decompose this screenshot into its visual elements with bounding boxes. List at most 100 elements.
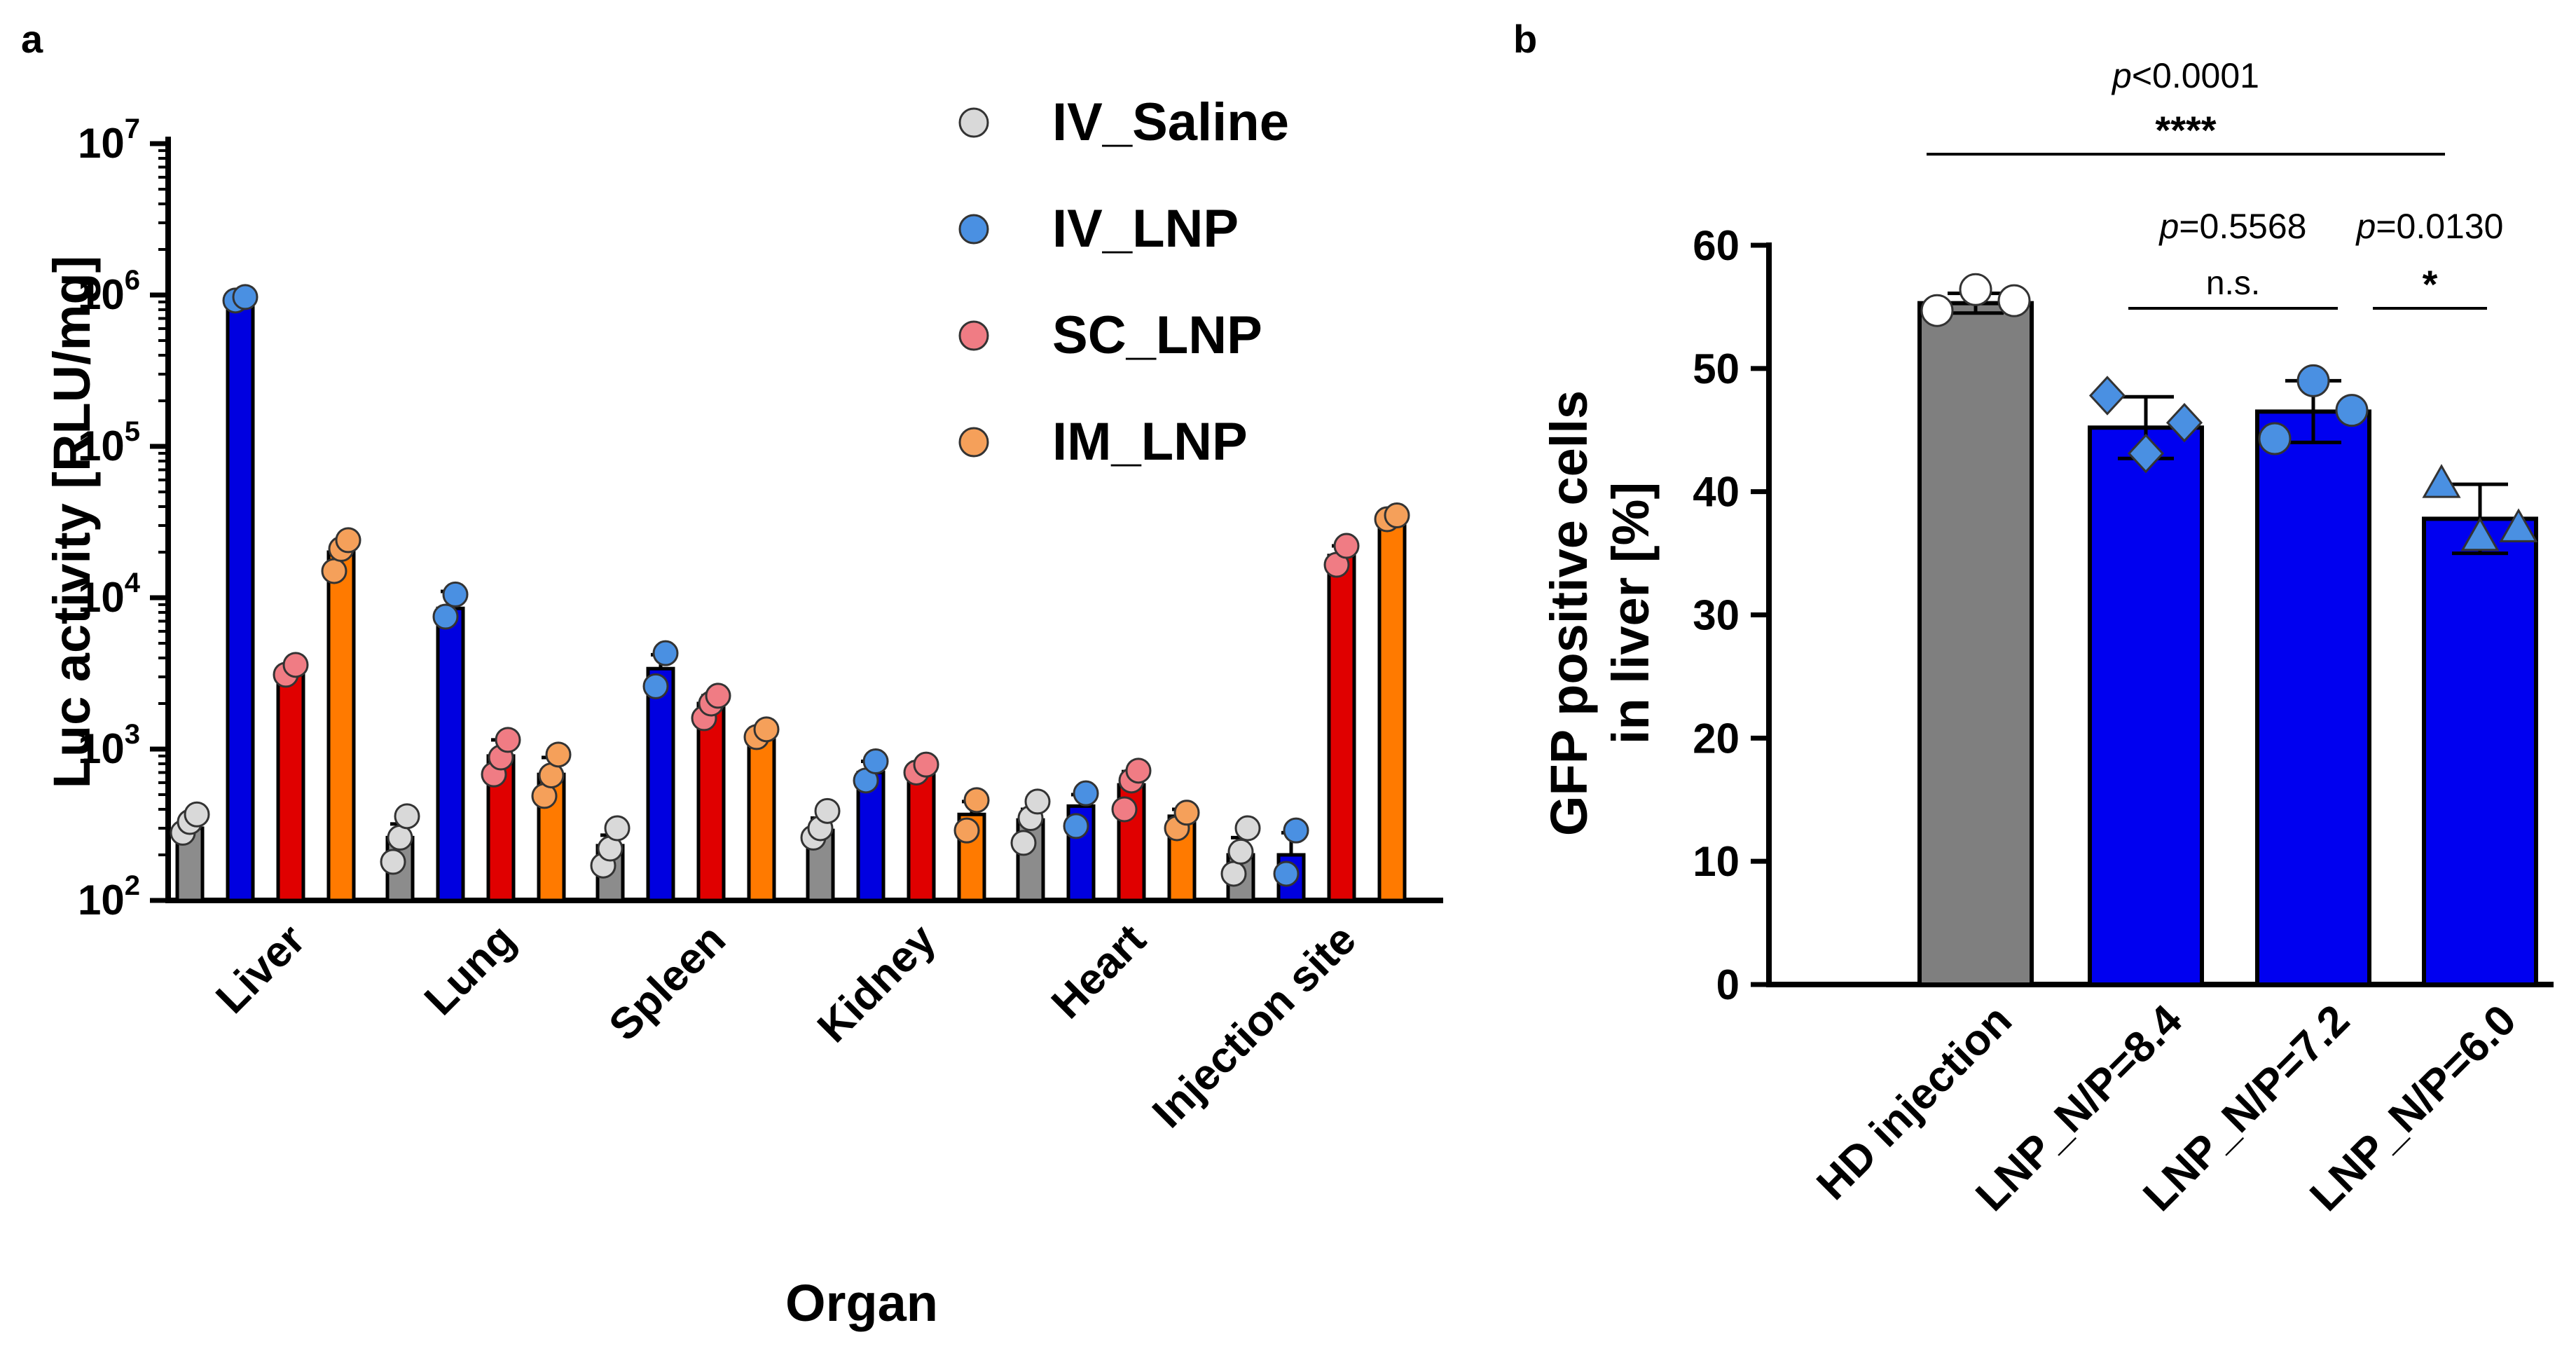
bar-HD injection bbox=[1917, 301, 2034, 987]
y-tick-exponent: 4 bbox=[125, 568, 141, 598]
y-tick-base: 10 bbox=[78, 877, 125, 924]
data-point bbox=[335, 527, 361, 554]
bar-IV_LNP-Kidney bbox=[856, 770, 886, 903]
data-point bbox=[394, 803, 420, 830]
bar-SC_LNP-Injection site bbox=[1327, 554, 1356, 903]
data-point bbox=[380, 849, 406, 875]
y-tick-label: 50 bbox=[1693, 345, 1740, 392]
y-tick-base: 10 bbox=[78, 120, 125, 167]
data-point bbox=[1073, 780, 1099, 807]
p-value: =0.0130 bbox=[2376, 207, 2503, 246]
data-point bbox=[1997, 284, 2031, 317]
data-point bbox=[862, 748, 889, 774]
x-tick-label: Heart bbox=[1042, 915, 1155, 1028]
significance-label: * bbox=[2423, 262, 2438, 306]
data-point bbox=[1024, 788, 1051, 815]
data-point bbox=[1220, 860, 1247, 887]
data-point bbox=[913, 751, 939, 778]
bar-SC_LNP-Spleen bbox=[696, 701, 726, 903]
p-value-label: p=0.5568 bbox=[2158, 207, 2307, 246]
data-point bbox=[814, 797, 841, 824]
data-point bbox=[2165, 402, 2203, 443]
p-value-label: p<0.0001 bbox=[2111, 56, 2259, 95]
bar-SC_LNP-Kidney bbox=[907, 765, 936, 903]
data-point bbox=[1273, 860, 1300, 887]
significance-label: **** bbox=[2155, 108, 2216, 152]
data-point bbox=[495, 727, 521, 753]
legend-marker bbox=[958, 214, 989, 245]
data-point bbox=[2088, 376, 2126, 416]
y-tick-exponent: 3 bbox=[125, 719, 140, 750]
p-value: <0.0001 bbox=[2132, 56, 2259, 95]
data-point bbox=[1111, 796, 1138, 823]
y-tick-base: 10 bbox=[78, 271, 125, 318]
data-point bbox=[2499, 508, 2538, 542]
data-point bbox=[705, 683, 731, 709]
y-axis-title: Luc activity [RLU/mg] bbox=[43, 256, 101, 789]
x-axis-title: Organ bbox=[785, 1274, 938, 1332]
bar-IM_LNP-Injection site bbox=[1377, 515, 1407, 903]
bar-IV_LNP-Liver bbox=[226, 296, 255, 903]
bar-LNP_N/P=6.0 bbox=[2422, 516, 2538, 987]
y-tick-label: 0 bbox=[1716, 961, 1740, 1008]
bar-IM_LNP-Spleen bbox=[747, 729, 776, 903]
y-tick-exponent: 5 bbox=[125, 416, 140, 447]
data-point bbox=[321, 558, 347, 584]
y-tick-label: 104 bbox=[78, 568, 141, 621]
data-point bbox=[442, 581, 469, 608]
y-tick-label: 10 bbox=[1693, 838, 1740, 885]
data-point bbox=[2335, 394, 2369, 427]
data-point bbox=[1125, 757, 1152, 784]
data-point bbox=[432, 603, 459, 630]
y-tick-exponent: 2 bbox=[125, 870, 140, 901]
bar-SC_LNP-Liver bbox=[276, 668, 305, 903]
p-symbol: p bbox=[2355, 207, 2376, 246]
data-point bbox=[1920, 294, 1954, 327]
legend-label: IV_LNP bbox=[1052, 199, 1239, 259]
p-value: =0.5568 bbox=[2179, 207, 2306, 246]
y-tick-exponent: 7 bbox=[125, 114, 140, 144]
y-tick-base: 10 bbox=[78, 574, 125, 621]
data-point bbox=[232, 284, 259, 310]
x-tick-label: Lung bbox=[415, 915, 525, 1024]
bar-IM_LNP-Liver bbox=[326, 550, 356, 903]
p-symbol: p bbox=[2111, 56, 2132, 95]
data-point bbox=[545, 741, 572, 768]
y-tick-label: 106 bbox=[78, 265, 140, 318]
data-point bbox=[1333, 533, 1360, 559]
significance-label: n.s. bbox=[2206, 265, 2260, 302]
x-tick-label: Injection site bbox=[1143, 915, 1365, 1137]
y-tick-label: 40 bbox=[1693, 469, 1740, 516]
panel-b-gfp-positive-chart: b 0 10 20 30 40 50 60 GFP positive cellsin liver… bbox=[1513, 17, 2554, 1221]
y-tick-label: 107 bbox=[78, 114, 140, 167]
bar-IV_LNP-Lung bbox=[436, 606, 465, 903]
data-point bbox=[1010, 830, 1037, 856]
y-tick-label: 103 bbox=[78, 719, 140, 772]
panel-letter-a: a bbox=[21, 17, 43, 61]
p-symbol: p bbox=[2158, 207, 2179, 246]
data-point bbox=[2258, 422, 2292, 455]
data-point bbox=[1959, 273, 1992, 306]
data-point bbox=[753, 716, 780, 743]
legend-label: IV_Saline bbox=[1052, 92, 1289, 152]
x-tick-label: Spleen bbox=[600, 915, 735, 1050]
y-tick-label: 105 bbox=[78, 416, 140, 469]
legend-label: SC_LNP bbox=[1052, 306, 1262, 365]
bar-LNP_N/P=7.2 bbox=[2255, 409, 2371, 987]
x-tick-label: Kidney bbox=[808, 915, 945, 1052]
p-value-label: p=0.0130 bbox=[2355, 207, 2504, 246]
data-point bbox=[1063, 813, 1089, 839]
y-tick-label: 60 bbox=[1693, 222, 1740, 269]
data-point bbox=[1384, 502, 1410, 528]
x-tick-label: Liver bbox=[207, 915, 315, 1023]
data-point bbox=[2422, 464, 2461, 498]
data-point bbox=[642, 673, 669, 699]
y-axis-title-line2: in liver [%] bbox=[1602, 482, 1660, 744]
y-tick-label: 102 bbox=[78, 870, 140, 924]
bar-IV_LNP-Spleen bbox=[646, 666, 675, 903]
data-point bbox=[604, 815, 631, 842]
data-point bbox=[282, 652, 309, 678]
data-point bbox=[1173, 800, 1200, 826]
